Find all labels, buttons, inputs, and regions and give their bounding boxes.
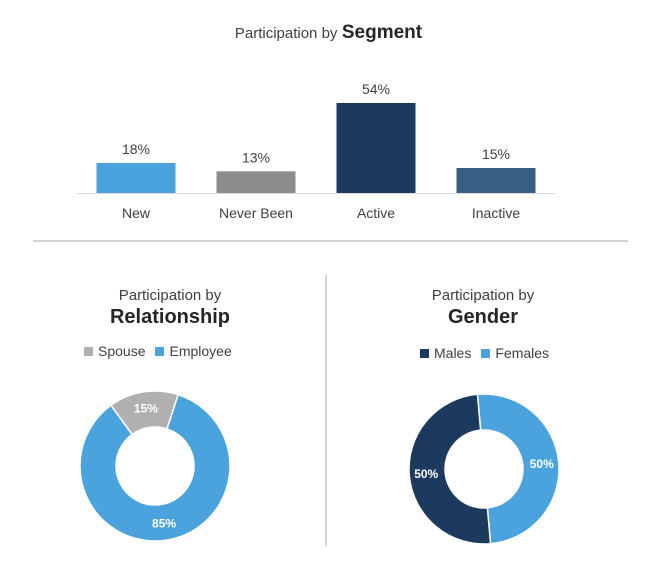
x-tick-label-active: Active bbox=[357, 205, 395, 221]
legend-item-employee: Employee bbox=[155, 343, 232, 359]
slice-label-males: 50% bbox=[414, 467, 438, 481]
segment-title-emphasis: Segment bbox=[341, 22, 423, 43]
legend-label-males: Males bbox=[434, 345, 472, 361]
segment-bar-chart: 18% New 13% Never Been 54% Active 15% Inactive bbox=[76, 81, 556, 221]
slice-males bbox=[408, 393, 492, 545]
relationship-donut-chart: 15% 85% bbox=[79, 390, 231, 542]
x-tick-label-inactive: Inactive bbox=[472, 205, 520, 221]
slice-employee bbox=[79, 393, 231, 542]
x-tick-label-new: New bbox=[122, 205, 151, 221]
legend-swatch-spouse bbox=[84, 346, 93, 356]
bar-data-label-new: 18% bbox=[122, 141, 150, 157]
slice-label-females: 50% bbox=[530, 457, 554, 471]
gender-donut-chart: 50% 50% bbox=[408, 393, 560, 545]
x-tick-label-never-been: Never Been bbox=[219, 205, 293, 221]
slice-label-employee: 85% bbox=[152, 516, 176, 530]
legend-swatch-employee bbox=[155, 346, 165, 356]
slice-females bbox=[476, 393, 560, 545]
relationship-legend: Spouse Employee bbox=[84, 343, 242, 359]
segment-chart-title: Participation by Segment bbox=[0, 22, 657, 44]
bar-data-label-never-been: 13% bbox=[242, 149, 270, 165]
bar-inactive bbox=[456, 168, 536, 193]
bar-new bbox=[96, 163, 176, 193]
bar-never-been bbox=[216, 171, 296, 193]
legend-swatch-males bbox=[420, 348, 429, 358]
legend-label-females: Females bbox=[495, 345, 550, 361]
legend-item-males: Males bbox=[420, 345, 471, 361]
relationship-title-line1: Participation by bbox=[118, 287, 222, 304]
legend-label-spouse: Spouse bbox=[98, 343, 146, 359]
bar-active bbox=[336, 103, 416, 193]
legend-item-females: Females bbox=[481, 345, 549, 361]
segment-title-prefix: Participation by bbox=[234, 25, 338, 42]
legend-label-employee: Employee bbox=[169, 343, 232, 359]
legend-item-spouse: Spouse bbox=[84, 343, 145, 359]
gender-legend: Males Females bbox=[420, 345, 559, 361]
relationship-title-line2: Relationship bbox=[109, 306, 230, 328]
legend-swatch-females bbox=[481, 348, 491, 358]
bar-data-label-active: 54% bbox=[362, 81, 390, 97]
slice-label-spouse: 15% bbox=[134, 402, 158, 416]
gender-title-line2: Gender bbox=[447, 306, 519, 328]
bar-data-label-inactive: 15% bbox=[482, 146, 510, 162]
gender-title-line1: Participation by bbox=[431, 287, 535, 304]
